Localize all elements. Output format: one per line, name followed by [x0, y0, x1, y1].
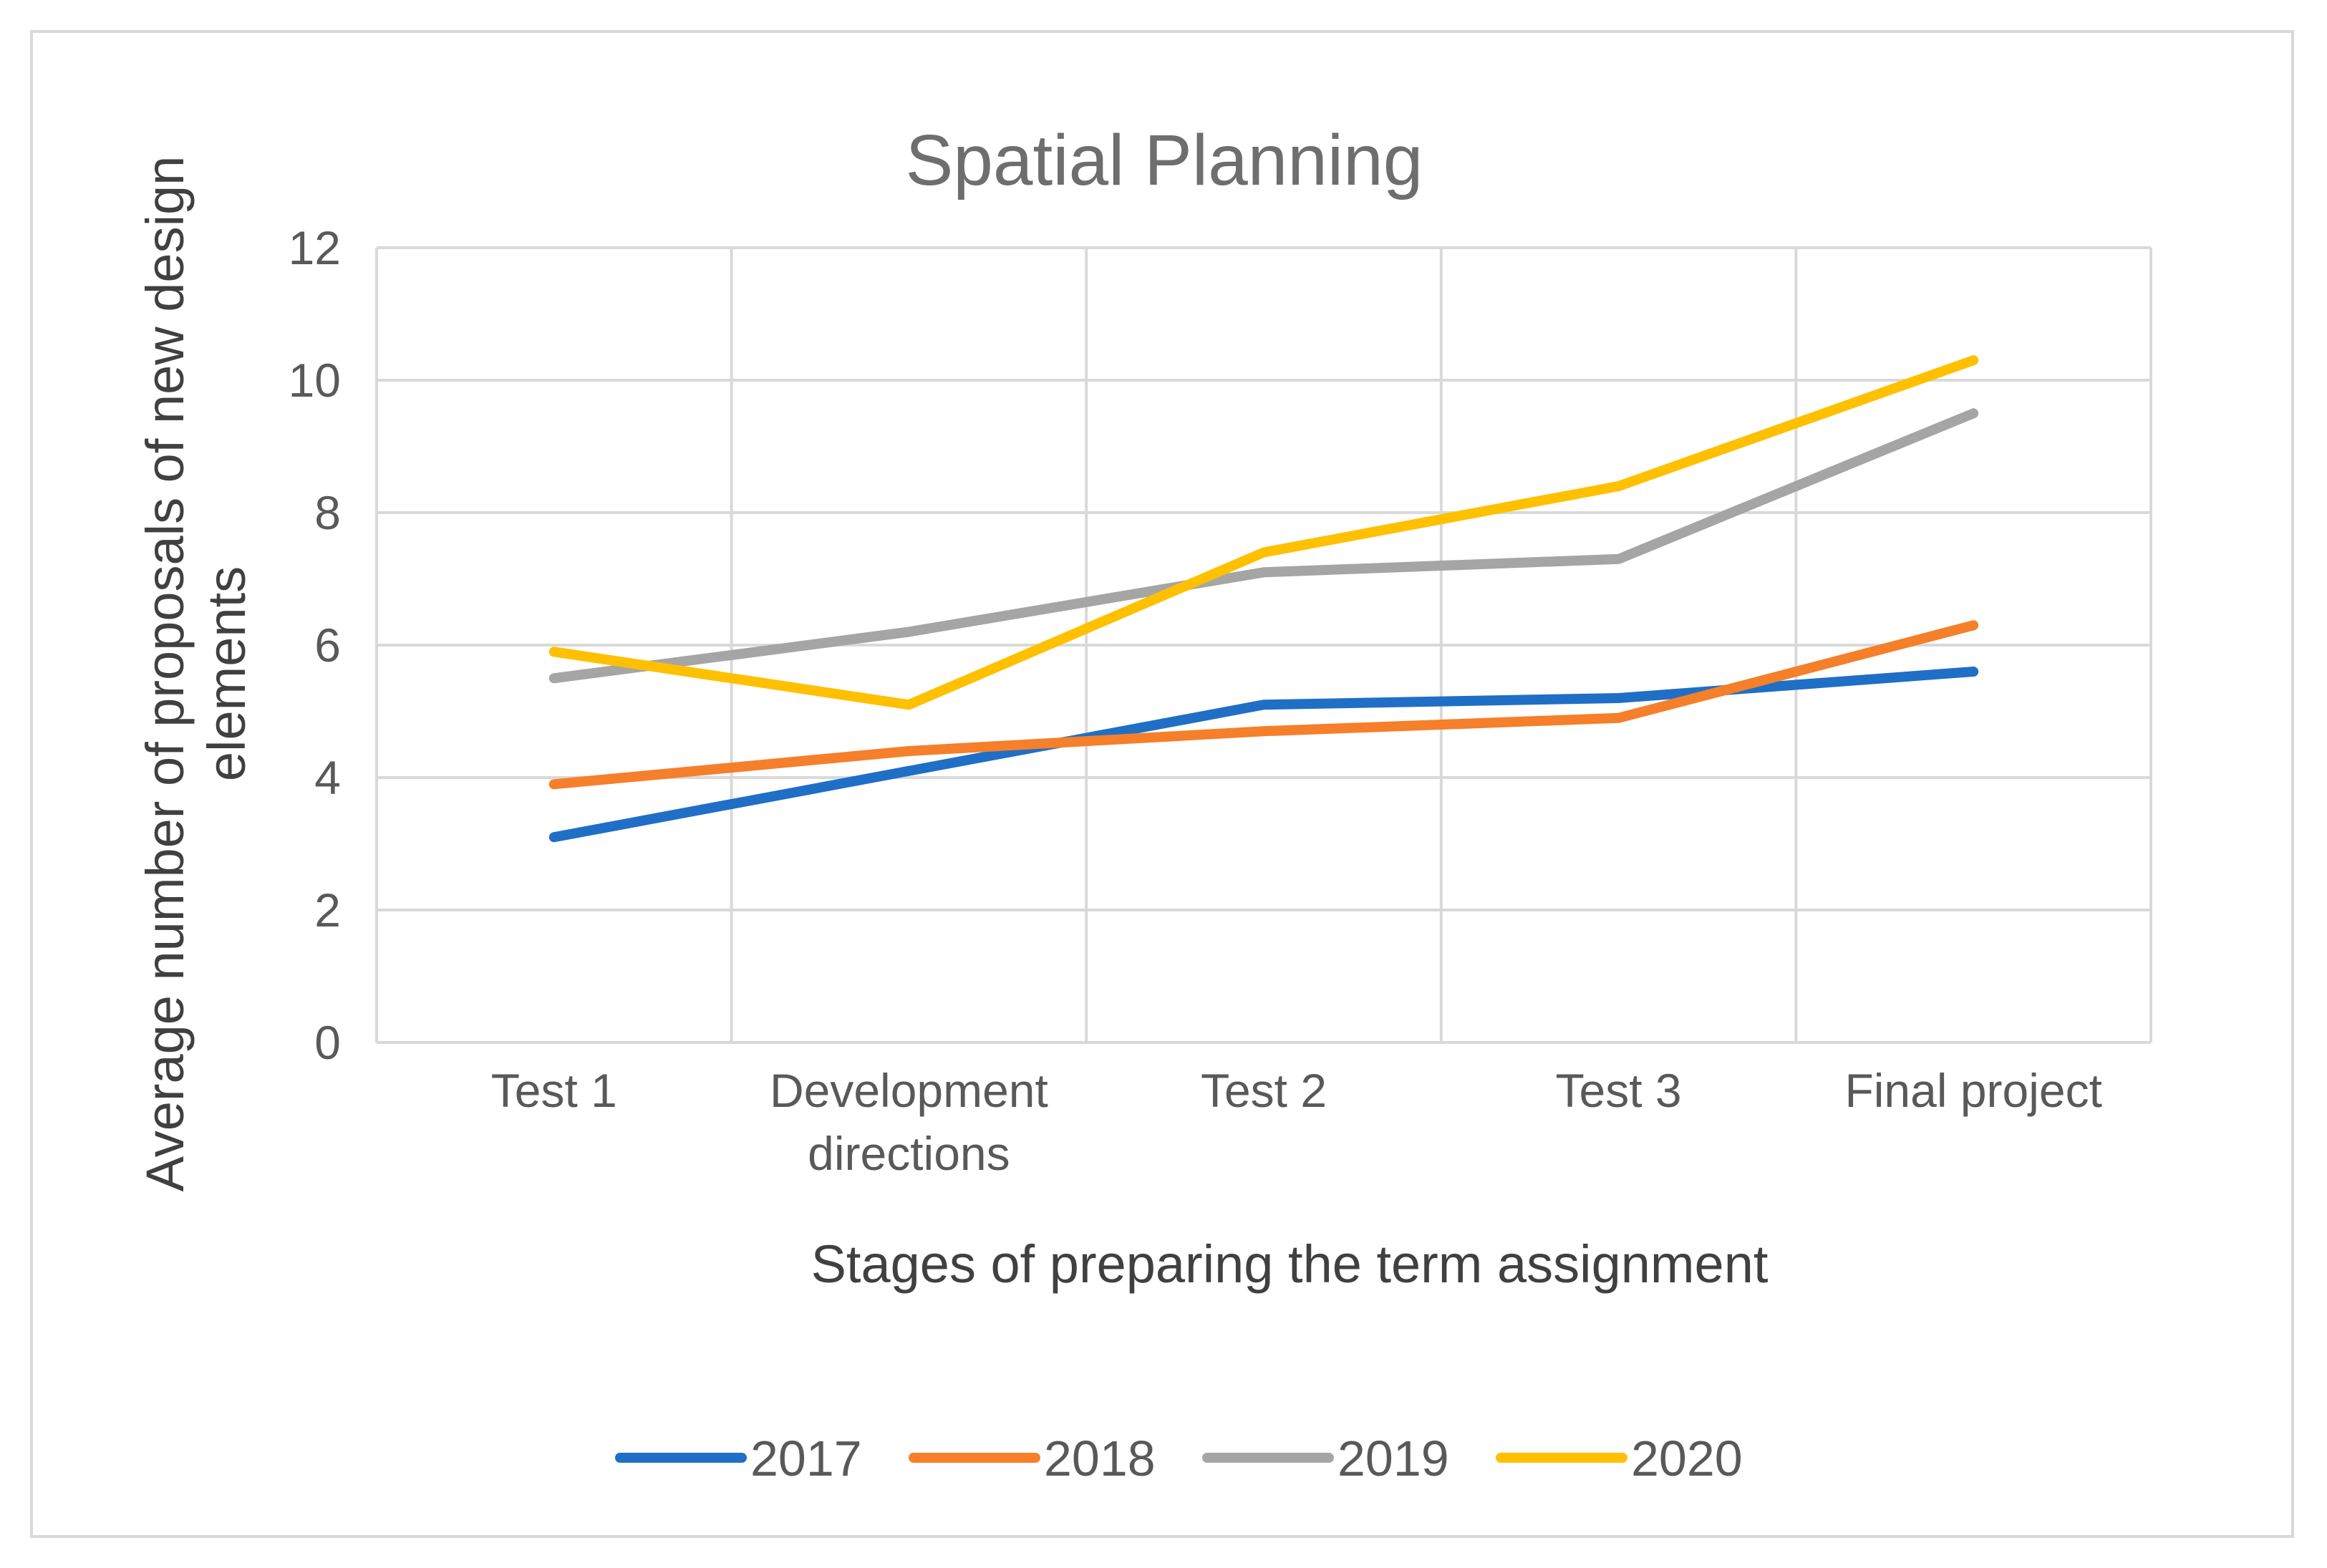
series-line-2019 — [548, 408, 1979, 684]
y-axis-title: Average number of proposals of new desig… — [135, 156, 256, 1192]
x-category-label: Test 2 — [1201, 1064, 1327, 1117]
legend-label-2019: 2019 — [1337, 1431, 1449, 1486]
x-axis-categories: Test 1 Development directions Test 2 Test 3 F… — [491, 1064, 2102, 1180]
series-line-2017 — [548, 667, 1979, 843]
y-axis-ticks: 0 2 4 6 8 10 12 — [289, 221, 341, 1069]
y-tick-label: 10 — [289, 354, 341, 407]
y-tick-label: 2 — [314, 884, 341, 937]
x-axis-title: Stages of preparing the term assignment — [811, 1234, 1769, 1294]
series-line-2020 — [548, 355, 1979, 710]
series-line-2018 — [548, 620, 1979, 790]
y-tick-label: 8 — [314, 486, 341, 539]
legend-label-2018: 2018 — [1044, 1431, 1156, 1486]
y-tick-label: 12 — [289, 221, 341, 274]
x-category-label: Final project — [1844, 1064, 2102, 1117]
x-category-label: Test 3 — [1556, 1064, 1682, 1117]
series-lines — [548, 355, 1979, 843]
legend-label-2020: 2020 — [1631, 1431, 1743, 1486]
chart: Spatial Planning 0 2 4 6 8 10 12 Test 1 Develop… — [135, 120, 2152, 1486]
y-tick-label: 6 — [314, 619, 341, 672]
y-tick-label: 4 — [314, 751, 341, 804]
chart-title: Spatial Planning — [906, 120, 1423, 200]
legend-label-2017: 2017 — [750, 1431, 862, 1486]
y-tick-label: 0 — [314, 1016, 341, 1069]
chart-frame: Spatial Planning 0 2 4 6 8 10 12 Test 1 Develop… — [30, 30, 2294, 1538]
x-category-label: Test 1 — [491, 1064, 617, 1117]
legend: 2017 2018 2019 2020 — [615, 1431, 1743, 1486]
x-category-label: Development directions — [770, 1064, 1048, 1180]
